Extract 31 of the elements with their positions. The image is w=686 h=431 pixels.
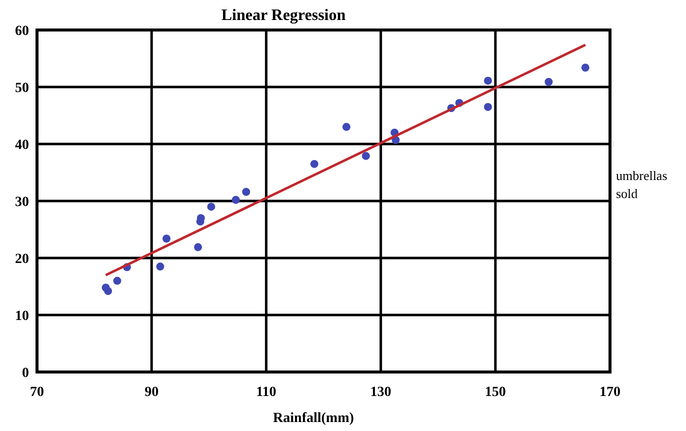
y-tick-label: 40 <box>15 138 29 153</box>
x-tick-label: 130 <box>370 385 392 400</box>
chart-title: Linear Regression <box>221 7 346 24</box>
point <box>484 76 492 85</box>
y-tick-label: 30 <box>15 195 29 210</box>
x-tick-label: 70 <box>30 385 44 400</box>
x-tick-label: 150 <box>484 385 506 400</box>
y-tick-label: 50 <box>15 81 29 96</box>
x-tick-label: 110 <box>256 385 276 400</box>
point <box>310 160 318 168</box>
x-axis-title: Rainfall(mm) <box>273 411 354 426</box>
x-tick-label: 170 <box>600 385 620 400</box>
y-tick-label: 0 <box>22 366 29 381</box>
y-axis-title: umbrellas sold <box>616 168 668 201</box>
point <box>113 276 122 285</box>
point <box>104 287 112 296</box>
point <box>207 202 216 211</box>
y-tick-label: 60 <box>15 24 29 39</box>
point <box>362 152 370 160</box>
point <box>581 64 590 72</box>
x-tick-label: 90 <box>144 385 159 400</box>
point <box>544 78 553 86</box>
point <box>156 262 164 271</box>
y-tick-label: 20 <box>15 252 29 267</box>
y-tick-label: 10 <box>15 309 29 324</box>
point <box>242 188 250 196</box>
point <box>342 122 350 131</box>
point <box>484 102 492 111</box>
point <box>162 234 170 243</box>
point <box>232 196 240 204</box>
point <box>194 243 202 252</box>
